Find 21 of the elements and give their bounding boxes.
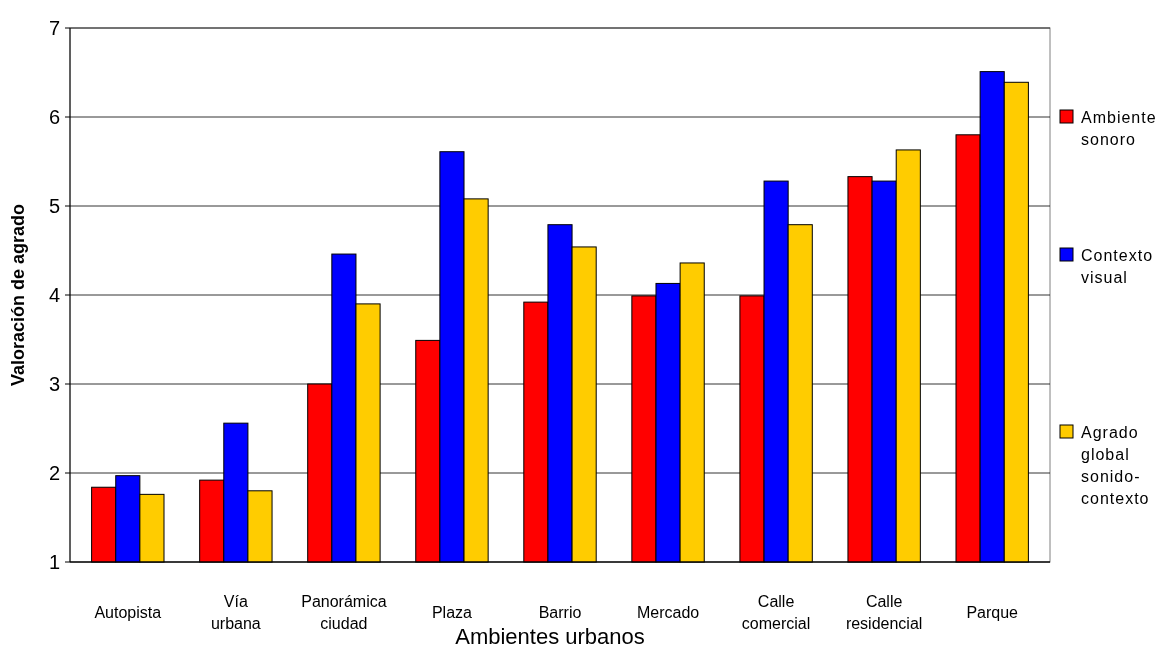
y-tick-label: 3 xyxy=(48,373,60,395)
y-tick-label: 2 xyxy=(48,462,60,484)
y-tick-label: 6 xyxy=(48,106,60,128)
x-tick-label: Panorámica ciudad xyxy=(301,592,387,632)
x-tick-label: Mercado xyxy=(636,603,700,621)
x-tick-label: Autopista xyxy=(94,603,162,621)
x-tick-label: Vía urbana xyxy=(210,592,261,632)
legend-label: Agrado global sonido-contexto xyxy=(1081,423,1150,507)
x-tick-label: Plaza xyxy=(431,603,473,621)
y-axis-title: Valoración de agrado xyxy=(8,203,28,387)
x-tick-label: Parque xyxy=(966,603,1019,621)
y-tick-label: 5 xyxy=(48,195,60,217)
x-axis-title: Ambientes urbanos xyxy=(455,624,645,648)
x-tick-label: Barrio xyxy=(538,603,582,621)
y-tick-label: 4 xyxy=(48,284,60,306)
legend-label: Ambiente sonoro xyxy=(1081,108,1157,148)
y-tick-label: 1 xyxy=(48,551,60,573)
y-tick-label: 7 xyxy=(48,17,60,39)
legend-label: Contexto visual xyxy=(1081,246,1154,286)
x-tick-label: Calle comercial xyxy=(741,592,811,632)
x-tick-label: Calle residencial xyxy=(845,592,923,632)
